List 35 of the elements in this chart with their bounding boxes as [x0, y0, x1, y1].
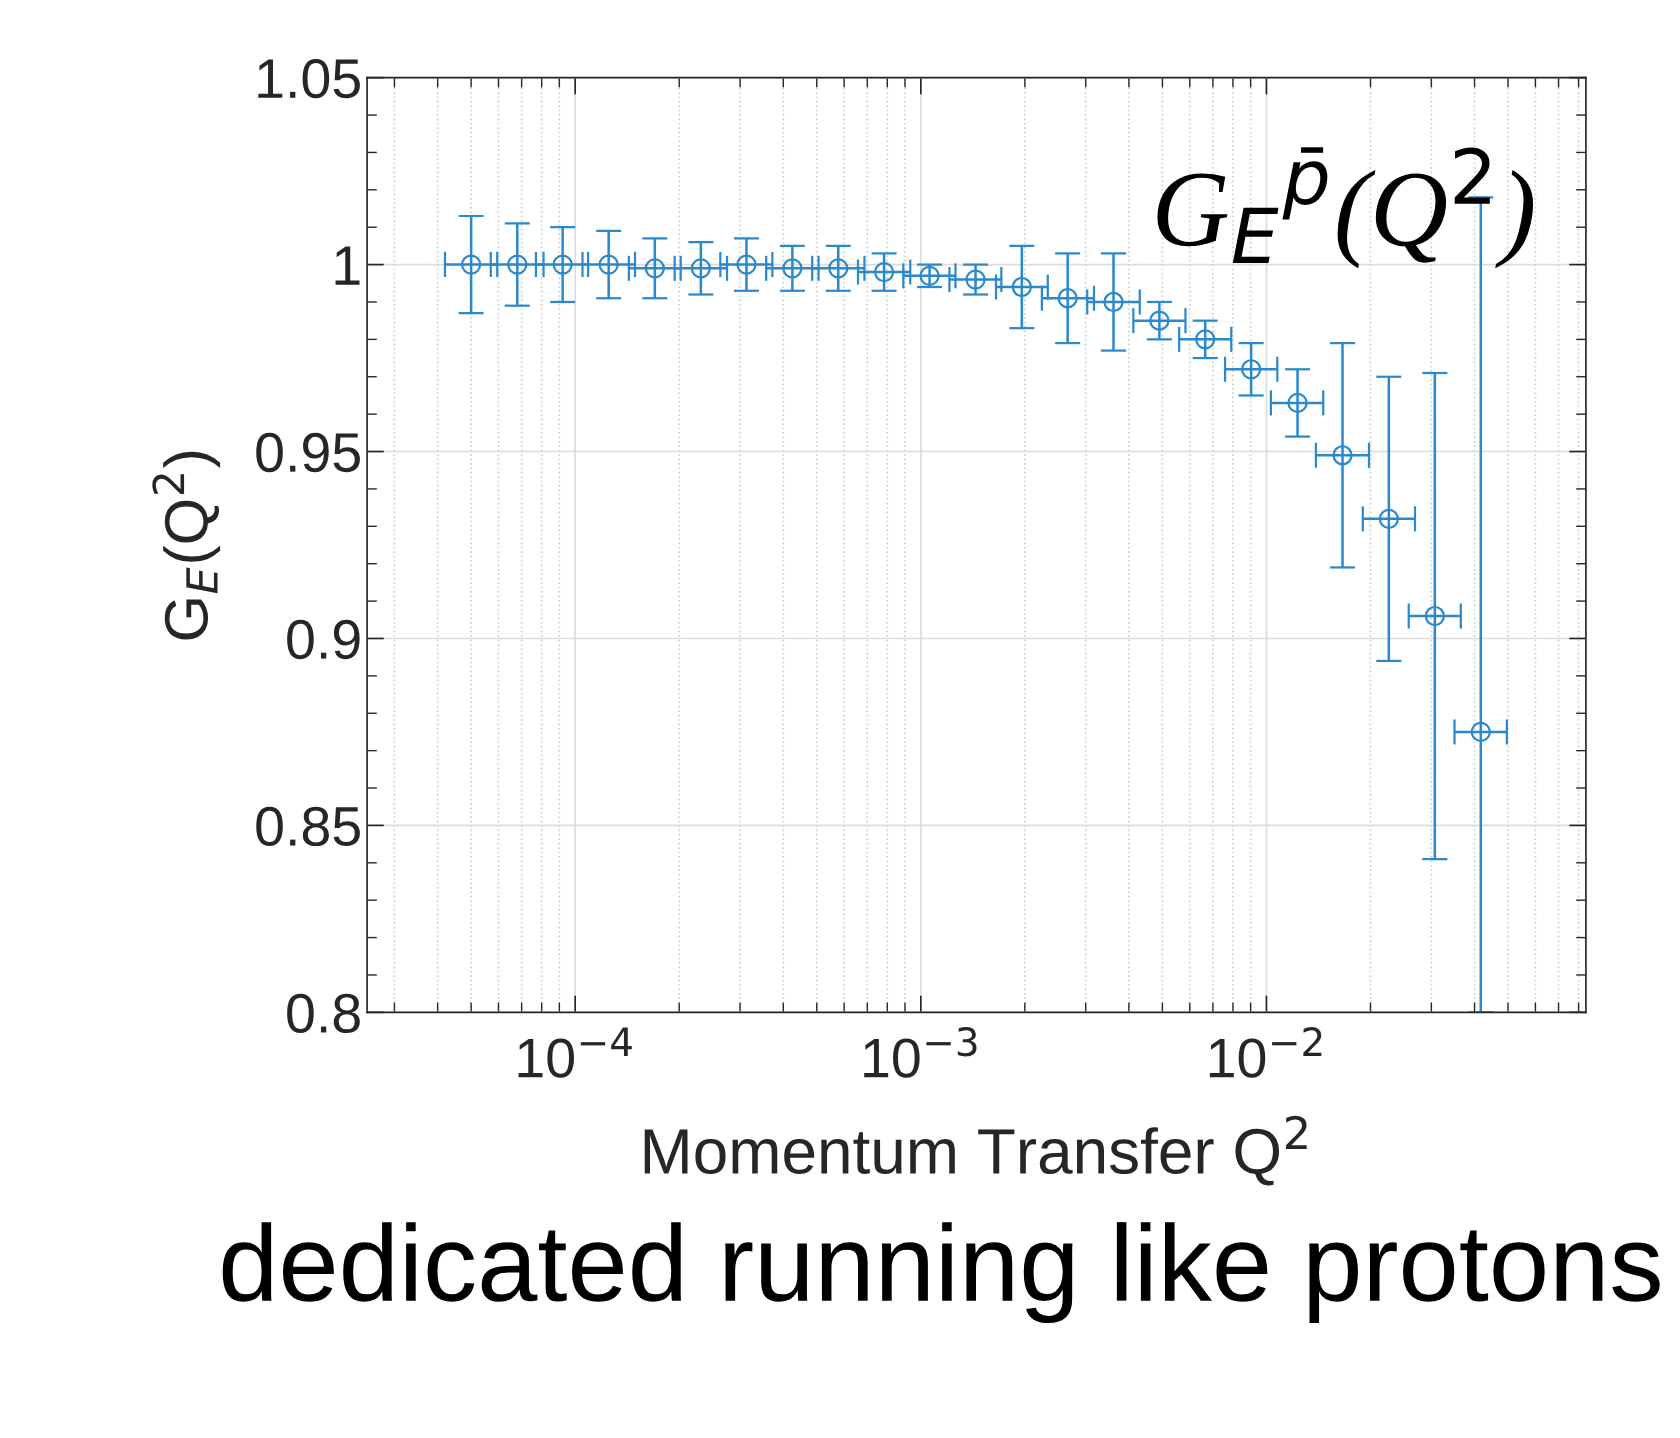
point: [1195, 329, 1216, 350]
point: [1149, 310, 1170, 331]
point: [1332, 445, 1353, 466]
point: [690, 258, 711, 279]
y-tick-label: 0.95: [256, 432, 360, 473]
point: [460, 254, 482, 275]
y-tick-label: 0.9: [287, 619, 360, 660]
point: [1470, 721, 1491, 743]
point: [1103, 291, 1124, 313]
y-axis-title: G$_{E}$(Q$^{2}$): [152, 451, 221, 640]
point: [828, 258, 849, 279]
x-tick-label: 10$^{−2}$: [1209, 1027, 1322, 1078]
y-tick-label: 0.8: [287, 993, 360, 1034]
point: [1378, 508, 1399, 529]
point: [1424, 605, 1445, 627]
annotation: G$_{E}$$^{p̄}$(Q$^{2}$): [1157, 147, 1534, 269]
y-tick-label: 0.85: [256, 806, 360, 847]
point: [965, 269, 986, 290]
point: [644, 258, 665, 279]
x-axis-title: Momentum Transfer Q$^{2}$: [644, 1115, 1307, 1186]
point: [552, 254, 573, 275]
point: [1011, 276, 1032, 298]
text: dedicated running like protons: [222, 1222, 1660, 1324]
point: [782, 258, 803, 279]
y-tick-label: 1: [335, 246, 360, 285]
x-tick-label: 10$^{−4}$: [518, 1027, 632, 1078]
point: [1287, 392, 1308, 414]
point: [873, 261, 895, 283]
point: [1241, 359, 1262, 380]
point: [598, 254, 619, 275]
point: [736, 254, 757, 275]
point: [1057, 288, 1078, 309]
point: [507, 254, 528, 275]
y-tick-label: 1.05: [258, 58, 360, 99]
x-tick-label: 10$^{−3}$: [864, 1027, 977, 1078]
